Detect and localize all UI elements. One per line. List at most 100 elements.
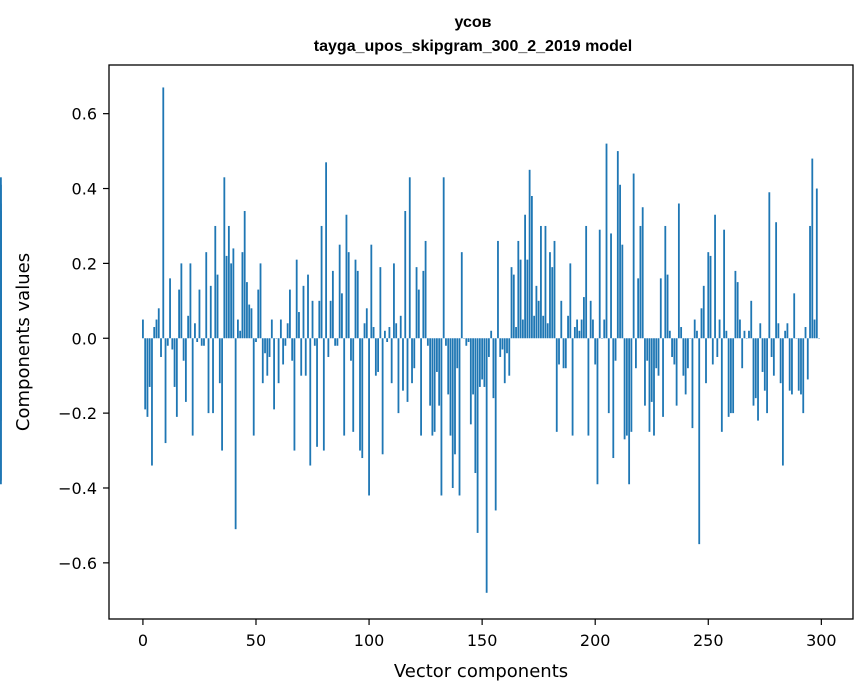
bar-259 [727,338,730,417]
bar-238 [680,327,683,339]
bar-95 [356,270,359,339]
bar-6 [155,319,158,339]
bar-177 [542,315,545,339]
bar-4 [151,338,153,466]
bar-100 [368,338,370,496]
bar-58 [273,338,275,410]
bar-2 [146,338,149,417]
bar-71 [302,285,305,339]
y-tick-label: 0.0 [72,329,97,348]
bar-123 [420,338,422,436]
bar-89 [343,338,346,436]
bar-293 [804,327,807,339]
bar-175 [537,300,540,339]
bar-10 [164,338,167,444]
bar-114 [399,315,402,339]
bar-197 [587,338,590,436]
bar-156 [494,338,497,511]
bar-32 [214,225,217,339]
bar-37 [225,255,228,339]
bar-294 [806,338,809,380]
bar-260 [729,338,732,414]
x-axis-label: Vector components [394,661,568,682]
bar-211 [619,184,621,339]
bar-97 [361,338,364,459]
plot-frame [108,64,854,620]
bar-250 [707,252,710,339]
bar-108 [386,338,389,342]
bar-278 [770,338,773,357]
bar-141 [460,252,463,339]
bar-14 [173,338,176,387]
bar-206 [607,338,610,414]
bar-201 [596,338,599,485]
bar-288 [793,293,796,339]
bar-174 [535,285,538,339]
bar-84 [331,270,334,339]
bar-16 [178,289,181,339]
bar-265 [741,338,744,369]
bar-147 [474,338,477,474]
bar-189 [569,263,572,339]
bar-79 [320,225,323,339]
bar-46 [246,282,248,339]
bar-187 [564,338,567,369]
bar-239 [682,338,685,376]
bar-240 [684,338,687,395]
bar-129 [433,338,436,432]
bar-148 [476,338,479,533]
bar-94 [354,259,357,339]
bar-41 [234,338,237,530]
bar-116 [404,210,407,339]
bar-83 [329,300,332,339]
bar-154 [490,330,493,339]
bar-81 [325,162,327,339]
bar-252 [711,338,714,365]
bar-51 [257,289,260,339]
bar-96 [359,338,361,451]
bar-140 [458,338,461,496]
bar-85 [334,338,337,346]
bar-3 [148,338,151,387]
bar-151 [483,338,486,387]
bar-172 [530,196,533,339]
bar-82 [327,338,330,357]
bar-42 [237,319,239,339]
bar-221 [641,207,644,339]
bar-185 [560,300,563,339]
bar-168 [521,319,524,339]
bar-134 [445,338,447,346]
bar-247 [700,308,703,339]
bar-105 [379,267,382,339]
bar-39 [230,263,233,339]
bar-127 [429,338,432,406]
bar-224 [648,338,651,432]
bar-159 [501,338,504,350]
bar-249 [705,338,707,384]
bar-280 [775,222,778,339]
bar-188 [567,315,569,339]
bar-124 [422,270,425,339]
bar-196 [585,225,588,339]
bar-274 [761,338,764,372]
bar-61 [279,319,282,339]
bar-282 [779,338,782,384]
bar-261 [732,338,735,414]
bar-237 [677,203,680,339]
bar-268 [748,330,750,339]
bar-43 [239,330,242,339]
y-tick-label: −0.6 [58,554,97,573]
bar-13 [171,338,174,350]
bar-70 [300,338,303,376]
bar-48 [250,308,253,339]
bar-186 [562,338,565,369]
bar-161 [506,338,508,354]
bar-276 [766,338,768,414]
bar-66 [291,338,294,361]
bar-22 [191,338,194,436]
bar-125 [424,240,427,339]
bar-204 [603,319,606,339]
bar-62 [282,338,285,365]
